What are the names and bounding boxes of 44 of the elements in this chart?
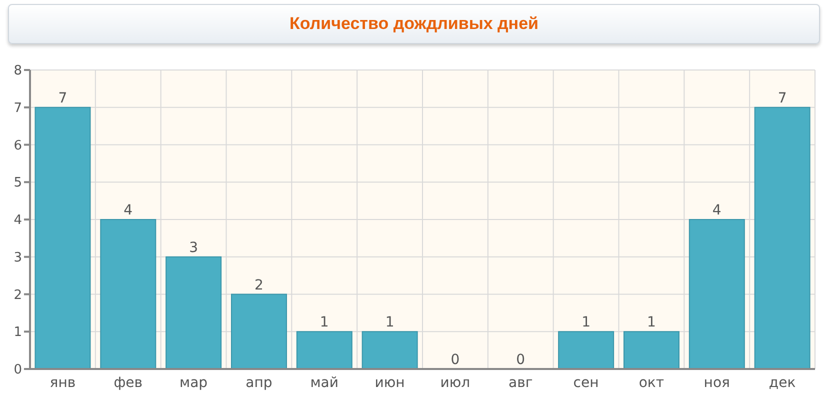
- bar: [623, 331, 680, 369]
- x-tick-label: окт: [638, 374, 664, 391]
- x-tick-label: сен: [573, 374, 599, 391]
- x-tick-label: май: [310, 374, 338, 391]
- bar: [34, 106, 91, 369]
- data-label: 3: [189, 240, 198, 256]
- x-tick-label: июн: [374, 374, 405, 391]
- y-tick-label: 4: [14, 213, 22, 228]
- data-label: 4: [124, 202, 133, 218]
- x-tick-label: ноя: [704, 374, 730, 391]
- y-tick-label: 7: [14, 100, 22, 116]
- x-tick-label: июл: [440, 374, 470, 391]
- data-label: 1: [385, 314, 394, 331]
- x-tick-label: янв: [50, 374, 76, 391]
- data-label: 7: [778, 90, 787, 106]
- y-tick-label: 8: [14, 64, 22, 79]
- bar: [100, 219, 156, 369]
- x-tick-label: фев: [114, 374, 143, 391]
- bar: [754, 106, 810, 369]
- bar: [166, 256, 222, 369]
- y-tick-label: 3: [14, 250, 22, 266]
- y-tick-label: 1: [14, 325, 22, 340]
- x-tick-label: апр: [246, 374, 272, 391]
- x-tick-label: дек: [768, 374, 796, 391]
- y-tick-label: 6: [14, 138, 22, 154]
- data-label: 0: [450, 352, 460, 368]
- y-tick-label: 2: [14, 288, 22, 303]
- bar: [230, 294, 287, 369]
- data-label: 2: [254, 277, 264, 294]
- bar: [362, 331, 418, 369]
- data-label: 1: [582, 314, 591, 331]
- data-label: 1: [646, 314, 656, 331]
- bar: [688, 219, 745, 369]
- bar: [296, 331, 352, 369]
- x-tick-label: мар: [180, 374, 208, 391]
- data-label: 1: [320, 314, 329, 331]
- data-label: 0: [516, 352, 526, 368]
- chart-title: Количество дождливых дней: [8, 4, 820, 44]
- bar: [558, 331, 614, 369]
- y-tick-label: 0: [14, 362, 22, 378]
- data-label: 7: [58, 90, 68, 106]
- data-label: 4: [712, 202, 722, 218]
- y-tick-label: 5: [14, 176, 22, 191]
- x-tick-label: авг: [508, 374, 533, 391]
